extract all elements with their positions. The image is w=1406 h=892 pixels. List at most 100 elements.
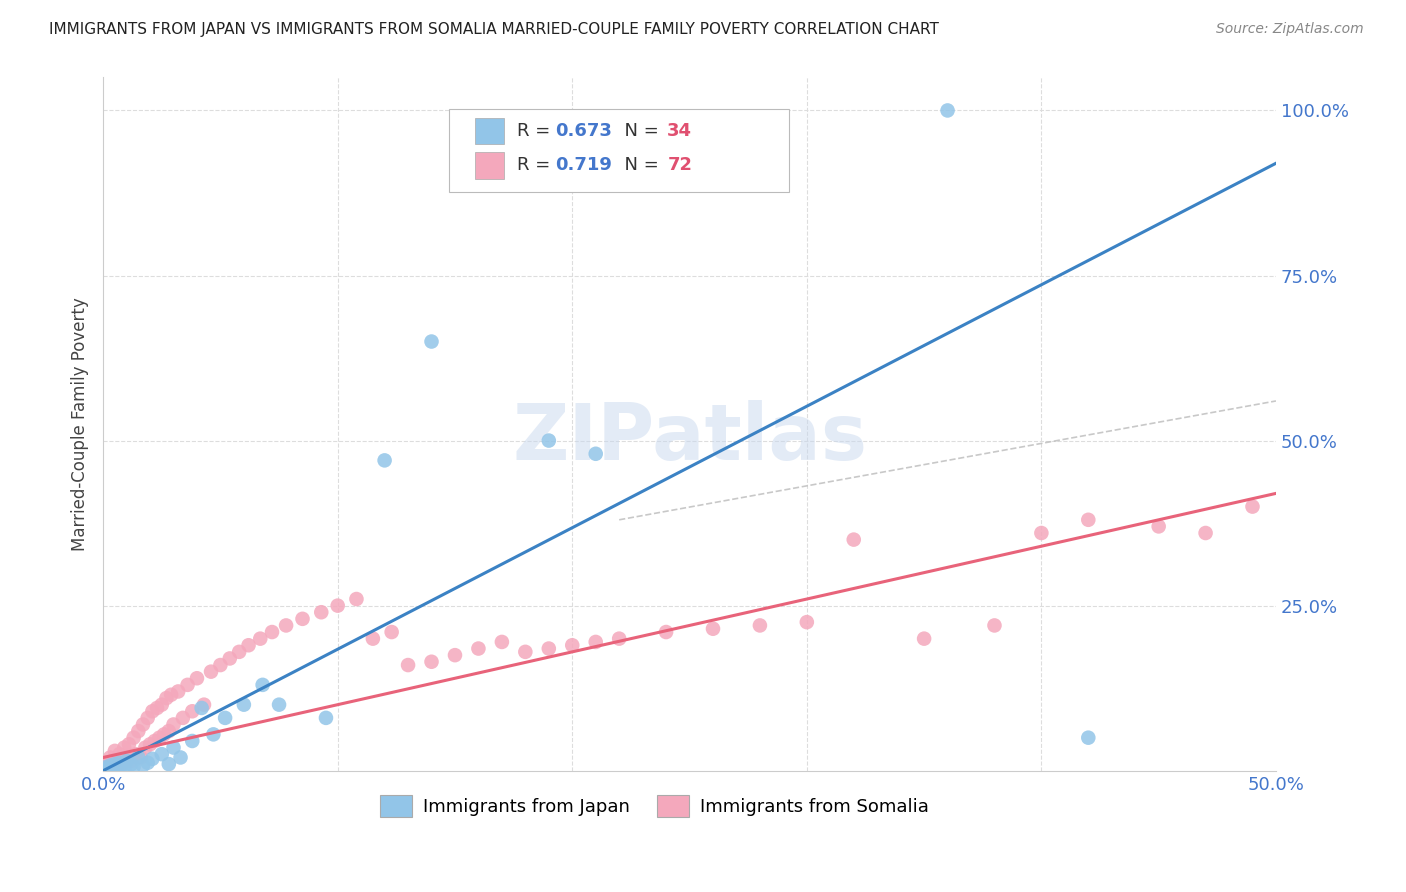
Point <box>148 731 170 745</box>
Text: Source: ZipAtlas.com: Source: ZipAtlas.com <box>1216 22 1364 37</box>
Point <box>238 638 260 652</box>
Point <box>176 678 198 692</box>
Point <box>249 632 271 646</box>
Point <box>396 658 419 673</box>
Point <box>420 334 443 349</box>
Point <box>98 750 121 764</box>
Point <box>120 754 142 768</box>
Point <box>842 533 865 547</box>
Point <box>143 734 166 748</box>
Text: 34: 34 <box>668 122 692 140</box>
Text: ZIPatlas: ZIPatlas <box>512 400 868 476</box>
Point <box>181 734 204 748</box>
Point <box>132 758 155 772</box>
Point <box>172 711 194 725</box>
Point <box>139 737 162 751</box>
Point <box>1147 519 1170 533</box>
Point <box>374 453 396 467</box>
FancyBboxPatch shape <box>449 109 789 192</box>
Point <box>214 711 236 725</box>
Point <box>200 665 222 679</box>
Point <box>232 698 254 712</box>
Point <box>186 671 208 685</box>
Point <box>1077 513 1099 527</box>
Point <box>118 737 141 751</box>
Point <box>105 760 128 774</box>
Point <box>561 638 583 652</box>
Point <box>326 599 349 613</box>
Point <box>202 727 225 741</box>
Point <box>607 632 630 646</box>
Point <box>537 641 560 656</box>
Text: N =: N = <box>613 156 665 175</box>
Text: N =: N = <box>613 122 665 140</box>
Text: 0.719: 0.719 <box>555 156 612 175</box>
Point <box>291 612 314 626</box>
Point <box>141 704 163 718</box>
Point <box>912 632 935 646</box>
Point <box>491 635 513 649</box>
Point <box>129 750 152 764</box>
Point <box>169 750 191 764</box>
Point <box>193 698 215 712</box>
Point <box>467 641 489 656</box>
Point <box>104 744 127 758</box>
Point <box>155 691 177 706</box>
Point <box>157 724 180 739</box>
Point <box>585 447 607 461</box>
Point <box>94 760 117 774</box>
Point <box>97 760 120 774</box>
Point <box>361 632 384 646</box>
Point <box>796 615 818 629</box>
Point <box>104 757 127 772</box>
Point <box>122 760 145 774</box>
Point <box>702 622 724 636</box>
Point <box>146 701 169 715</box>
Point <box>1031 526 1053 541</box>
Point <box>218 651 240 665</box>
Point <box>315 711 337 725</box>
Point <box>108 747 131 762</box>
Text: R =: R = <box>517 156 557 175</box>
Point <box>346 592 368 607</box>
Point <box>141 752 163 766</box>
Point <box>252 678 274 692</box>
Point <box>167 684 190 698</box>
Point <box>127 724 149 739</box>
Point <box>157 757 180 772</box>
Point <box>132 717 155 731</box>
Point <box>134 740 156 755</box>
Point <box>190 701 212 715</box>
Point <box>1194 526 1216 541</box>
Point <box>150 698 173 712</box>
Legend: Immigrants from Japan, Immigrants from Somalia: Immigrants from Japan, Immigrants from S… <box>373 788 936 824</box>
Point <box>94 757 117 772</box>
Point <box>267 698 290 712</box>
Point <box>181 704 204 718</box>
Point <box>150 747 173 762</box>
Point <box>120 757 142 772</box>
Point <box>444 648 467 662</box>
Point <box>115 750 138 764</box>
Point <box>381 625 404 640</box>
Point <box>585 635 607 649</box>
Point <box>209 658 232 673</box>
Point <box>260 625 283 640</box>
Point <box>162 740 184 755</box>
Point <box>136 756 159 770</box>
Point <box>98 758 121 772</box>
Point <box>97 762 120 776</box>
Point <box>115 754 138 768</box>
Point <box>112 762 135 776</box>
Text: 72: 72 <box>668 156 692 175</box>
Point <box>748 618 770 632</box>
Point <box>136 711 159 725</box>
Point <box>228 645 250 659</box>
Point <box>101 758 124 772</box>
Text: R =: R = <box>517 122 557 140</box>
Text: IMMIGRANTS FROM JAPAN VS IMMIGRANTS FROM SOMALIA MARRIED-COUPLE FAMILY POVERTY C: IMMIGRANTS FROM JAPAN VS IMMIGRANTS FROM… <box>49 22 939 37</box>
Point <box>983 618 1005 632</box>
Point <box>311 605 333 619</box>
FancyBboxPatch shape <box>475 118 505 144</box>
Point <box>1241 500 1264 514</box>
